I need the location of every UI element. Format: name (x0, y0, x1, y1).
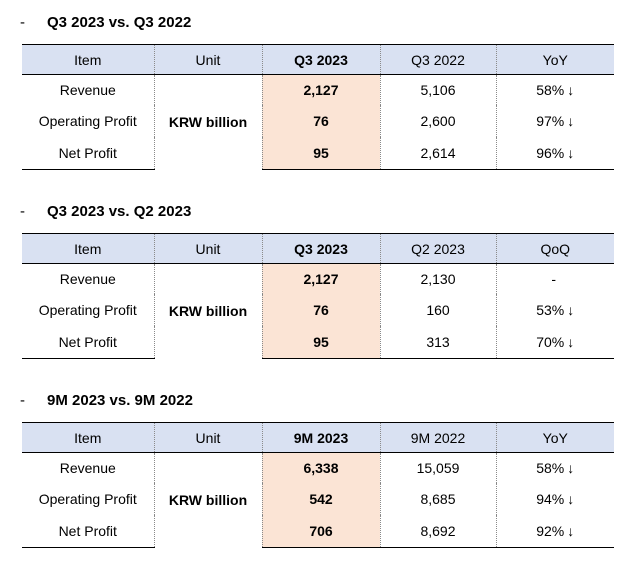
change-value: 92% (536, 523, 565, 539)
change-value: 96% (536, 145, 565, 161)
header-unit: Unit (153, 44, 262, 75)
unit-cell: KRW billion (153, 74, 262, 170)
arrow-down-icon: ↓ (567, 523, 575, 539)
change-cell: 92% ↓ (495, 515, 614, 548)
change-value: 97% (536, 113, 565, 129)
change-cell: 94% ↓ (495, 483, 614, 515)
header-unit: Unit (153, 422, 262, 453)
header-current: Q3 2023 (261, 233, 380, 264)
arrow-down-icon: ↓ (567, 145, 575, 161)
bullet-dash: - (20, 203, 25, 220)
table-row: Net Profit 95 2,614 96% ↓ (22, 137, 614, 170)
change-value: 53% (536, 302, 565, 318)
table-row: Operating Profit 76 2,600 97% ↓ (22, 105, 614, 137)
header-change: QoQ (495, 233, 614, 264)
section-title-text: Q3 2023 vs. Q2 2023 (47, 203, 192, 220)
change-cell: - (495, 263, 614, 294)
unit-cell: KRW billion (153, 263, 262, 359)
table-row: Operating Profit 76 160 53% ↓ (22, 294, 614, 326)
header-item: Item (22, 44, 154, 75)
bullet-dash: - (20, 392, 25, 409)
header-previous: Q3 2022 (379, 44, 496, 75)
change-value: - (551, 271, 557, 287)
change-cell: 58% ↓ (495, 74, 614, 105)
current-value: 542 (261, 483, 380, 515)
current-value: 76 (261, 294, 380, 326)
table-row: Operating Profit 542 8,685 94% ↓ (22, 483, 614, 515)
previous-value: 160 (379, 294, 496, 326)
header-current: 9M 2023 (261, 422, 380, 453)
header-row: Item Unit Q3 2023 Q2 2023 QoQ (22, 233, 614, 264)
header-previous: Q2 2023 (379, 233, 496, 264)
header-unit: Unit (153, 233, 262, 264)
bullet-dash: - (20, 14, 25, 31)
section-title-text: 9M 2023 vs. 9M 2022 (47, 392, 193, 409)
previous-value: 2,614 (379, 137, 496, 170)
change-cell: 53% ↓ (495, 294, 614, 326)
arrow-down-icon: ↓ (567, 334, 575, 350)
previous-value: 2,600 (379, 105, 496, 137)
table-row: Revenue KRW billion 6,338 15,059 58% ↓ (22, 452, 614, 548)
current-value: 2,127 (261, 263, 380, 294)
table-row: Net Profit 706 8,692 92% ↓ (22, 515, 614, 548)
header-change: YoY (495, 422, 614, 453)
header-row: Item Unit Q3 2023 Q3 2022 YoY (22, 44, 614, 75)
arrow-down-icon: ↓ (567, 82, 575, 98)
table-row: Revenue KRW billion 2,127 2,130 - (22, 263, 614, 359)
current-value: 706 (261, 515, 380, 548)
change-value: 58% (536, 82, 565, 98)
arrow-down-icon: ↓ (567, 491, 575, 507)
row-item: Revenue (59, 82, 116, 98)
results-table: Item Unit 9M 2023 9M 2022 YoY Revenue KR… (22, 422, 614, 548)
current-value: 95 (261, 326, 380, 359)
header-change: YoY (495, 44, 614, 75)
header-item: Item (22, 233, 154, 264)
current-value: 95 (261, 137, 380, 170)
row-item: Operating Profit (38, 302, 137, 318)
arrow-down-icon: ↓ (567, 113, 575, 129)
section-title: - 9M 2023 vs. 9M 2022 (20, 391, 193, 411)
previous-value: 5,106 (379, 74, 496, 105)
change-value: 58% (536, 460, 565, 476)
results-table: Item Unit Q3 2023 Q3 2022 YoY Revenue KR… (22, 44, 614, 170)
current-value: 6,338 (261, 452, 380, 483)
previous-value: 8,692 (379, 515, 496, 548)
section-title: - Q3 2023 vs. Q3 2022 (20, 13, 191, 33)
row-item: Revenue (59, 460, 116, 476)
previous-value: 2,130 (379, 263, 496, 294)
previous-value: 313 (379, 326, 496, 359)
section-title-text: Q3 2023 vs. Q3 2022 (47, 14, 192, 31)
row-item: Operating Profit (38, 491, 137, 507)
current-value: 2,127 (261, 74, 380, 105)
table-row: Net Profit 95 313 70% ↓ (22, 326, 614, 359)
current-value: 76 (261, 105, 380, 137)
change-value: 70% (536, 334, 565, 350)
row-item: Net Profit (22, 515, 154, 548)
unit-cell: KRW billion (153, 452, 262, 548)
previous-value: 8,685 (379, 483, 496, 515)
change-value: 94% (536, 491, 565, 507)
change-cell: 58% ↓ (495, 452, 614, 483)
header-current: Q3 2023 (261, 44, 380, 75)
header-item: Item (22, 422, 154, 453)
row-item: Operating Profit (38, 113, 137, 129)
row-item: Net Profit (22, 326, 154, 359)
change-cell: 97% ↓ (495, 105, 614, 137)
change-cell: 96% ↓ (495, 137, 614, 170)
table-row: Revenue KRW billion 2,127 5,106 58% ↓ (22, 74, 614, 170)
section-title: - Q3 2023 vs. Q2 2023 (20, 202, 191, 222)
row-item: Revenue (59, 271, 116, 287)
arrow-down-icon: ↓ (567, 302, 575, 318)
header-previous: 9M 2022 (379, 422, 496, 453)
results-table: Item Unit Q3 2023 Q2 2023 QoQ Revenue KR… (22, 233, 614, 359)
change-cell: 70% ↓ (495, 326, 614, 359)
header-row: Item Unit 9M 2023 9M 2022 YoY (22, 422, 614, 453)
row-item: Net Profit (22, 137, 154, 170)
arrow-down-icon: ↓ (567, 460, 575, 476)
previous-value: 15,059 (379, 452, 496, 483)
